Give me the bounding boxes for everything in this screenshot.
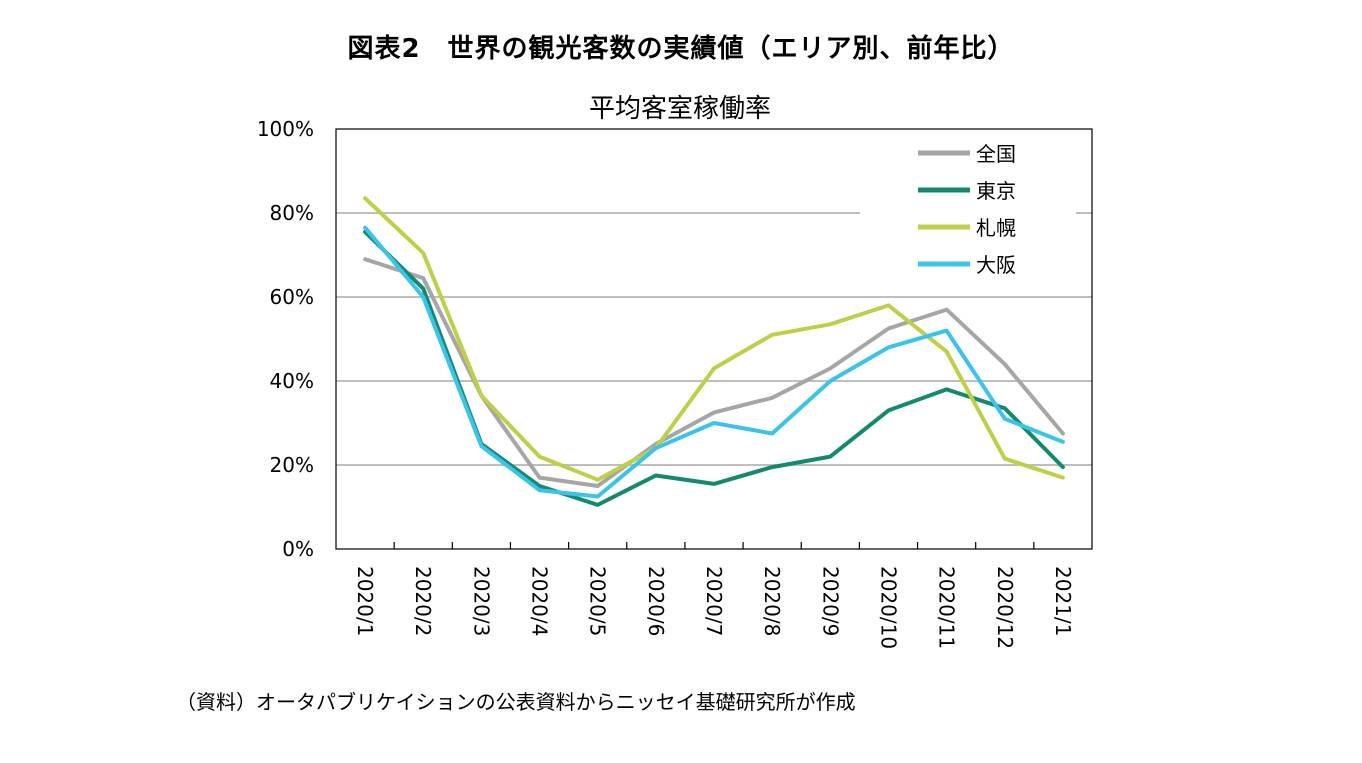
- figure-title: 図表2 世界の観光客数の実績値（エリア別、前年比）: [347, 34, 1015, 64]
- x-tick-label: 2020/6: [644, 566, 668, 636]
- y-tick-label: 20%: [270, 453, 314, 477]
- legend-label: 全国: [976, 142, 1016, 166]
- y-tick-label: 0%: [282, 537, 314, 561]
- chart-title: 平均客室稼働率: [589, 94, 771, 124]
- legend-label: 札幌: [976, 216, 1016, 240]
- y-tick-label: 100%: [257, 117, 314, 141]
- x-tick-label: 2020/8: [760, 566, 784, 636]
- x-tick-label: 2020/3: [469, 566, 493, 636]
- y-tick-label: 80%: [270, 201, 314, 225]
- x-tick-label: 2020/2: [411, 566, 435, 636]
- source-note: （資料）オータパブリケイションの公表資料からニッセイ基礎研究所が作成: [176, 690, 856, 714]
- x-tick-label: 2020/7: [702, 566, 726, 636]
- plot-border: [335, 128, 1093, 550]
- x-tick-label: 2020/11: [935, 566, 959, 649]
- series-line-4: [363, 225, 1065, 499]
- x-tick-label: 2020/1: [353, 566, 377, 636]
- y-tick-label: 60%: [270, 285, 314, 309]
- series-line-3: [363, 196, 1065, 482]
- x-tick-label: 2021/1: [1051, 566, 1075, 636]
- x-tick-label: 2020/10: [876, 566, 900, 649]
- y-tick-label: 40%: [270, 369, 314, 393]
- legend-box: [860, 133, 1076, 283]
- x-tick-label: 2020/4: [528, 566, 552, 636]
- x-tick-label: 2020/5: [586, 566, 610, 636]
- x-tick-label: 2020/9: [818, 566, 842, 636]
- legend-label: 東京: [976, 179, 1016, 203]
- x-tick-label: 2020/12: [993, 566, 1017, 649]
- legend-label: 大阪: [976, 253, 1016, 277]
